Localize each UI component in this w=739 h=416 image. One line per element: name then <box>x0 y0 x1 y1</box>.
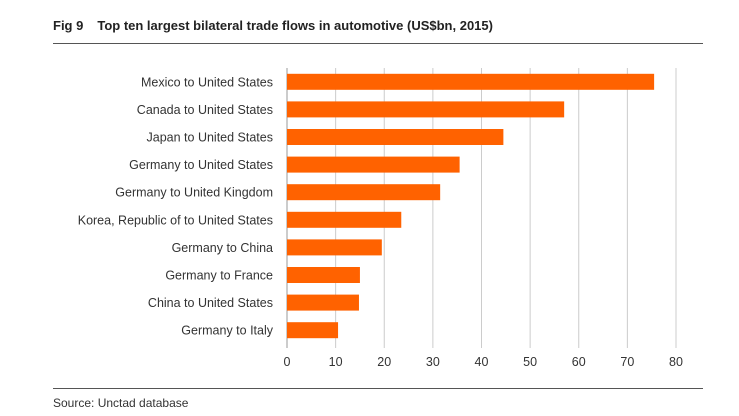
x-tick-label: 20 <box>377 355 391 369</box>
category-label: China to United States <box>148 296 273 310</box>
bar <box>287 156 460 173</box>
bars <box>287 73 655 339</box>
x-tick-label: 60 <box>572 355 586 369</box>
bar-chart: Mexico to United States Canada to United … <box>78 68 683 369</box>
figure-label: Fig 9 <box>53 18 84 33</box>
header-divider <box>53 43 703 44</box>
chart-title: Top ten largest bilateral trade flows in… <box>97 18 493 33</box>
bar <box>287 211 402 228</box>
source-note: Source: Unctad database <box>53 396 189 410</box>
category-label: Germany to United Kingdom <box>115 186 273 200</box>
category-label: Germany to France <box>165 269 273 283</box>
bar <box>287 101 565 118</box>
x-tick-label: 80 <box>669 355 683 369</box>
category-label: Canada to United States <box>137 103 273 117</box>
footer-divider <box>53 388 703 389</box>
bar <box>287 294 359 311</box>
x-tick-label: 0 <box>284 355 291 369</box>
category-label: Mexico to United States <box>141 75 273 89</box>
x-tick-label: 40 <box>475 355 489 369</box>
bar <box>287 239 382 256</box>
x-tick-label: 50 <box>523 355 537 369</box>
bar <box>287 322 339 339</box>
category-label: Germany to Italy <box>181 324 273 338</box>
x-tick-label: 70 <box>620 355 634 369</box>
bar <box>287 129 504 145</box>
category-label: Germany to China <box>172 241 273 255</box>
bar <box>287 73 655 90</box>
category-labels: Mexico to United States Canada to United … <box>78 75 274 337</box>
bar <box>287 184 441 201</box>
category-label: Germany to United States <box>129 158 273 172</box>
x-tick-label: 10 <box>329 355 343 369</box>
category-label: Korea, Republic of to United States <box>78 213 273 227</box>
chart-header: Fig 9 Top ten largest bilateral trade flo… <box>53 18 493 33</box>
x-tick-label: 30 <box>426 355 440 369</box>
category-label: Japan to United States <box>147 131 273 145</box>
bar <box>287 267 360 283</box>
x-axis-ticks: 0 10 20 30 40 50 60 70 80 <box>284 355 683 369</box>
